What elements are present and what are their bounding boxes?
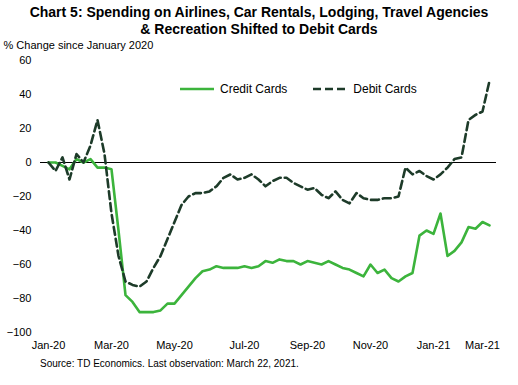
svg-text:Jul-20: Jul-20 bbox=[230, 339, 260, 351]
svg-text:Jan-20: Jan-20 bbox=[32, 339, 66, 351]
svg-text:Jan-21: Jan-21 bbox=[417, 339, 451, 351]
html-text:Chart 5: Spending on Airlines,: Chart 5: Spending on Airlines, Car Renta… bbox=[29, 4, 489, 37]
html-text:Credit Cards: Credit Cards bbox=[220, 82, 288, 96]
svg-text:−20: −20 bbox=[13, 190, 32, 202]
svg-text:−40: −40 bbox=[13, 224, 32, 236]
svg-text:Sep-20: Sep-20 bbox=[290, 339, 325, 351]
svg-text:40: 40 bbox=[19, 88, 31, 100]
svg-text:−80: −80 bbox=[13, 292, 32, 304]
svg-text:−60: −60 bbox=[13, 258, 32, 270]
html-text:Debit Cards: Debit Cards bbox=[353, 82, 417, 96]
svg-text:60: 60 bbox=[19, 54, 31, 66]
svg-text:May-20: May-20 bbox=[156, 339, 193, 351]
svg-text:−100: −100 bbox=[7, 326, 32, 338]
svg-text:Mar-20: Mar-20 bbox=[94, 339, 129, 351]
svg-text:Mar-21: Mar-21 bbox=[465, 339, 500, 351]
svg-text:20: 20 bbox=[19, 122, 31, 134]
svg-text:% Change since January 2020: % Change since January 2020 bbox=[4, 39, 154, 51]
svg-text:0: 0 bbox=[25, 156, 31, 168]
html-text:Source: TD Economics. Last obs: Source: TD Economics. Last observation: … bbox=[40, 358, 299, 369]
svg-text:Nov-20: Nov-20 bbox=[353, 339, 388, 351]
